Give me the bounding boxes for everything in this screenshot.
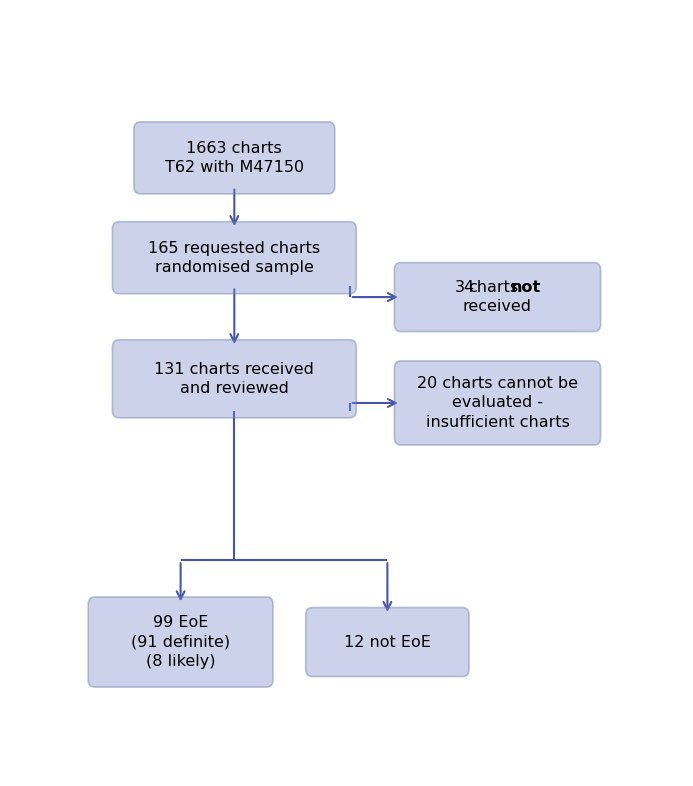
Text: (91 definite): (91 definite)	[131, 634, 230, 649]
FancyBboxPatch shape	[306, 608, 469, 677]
Text: 99 EoE: 99 EoE	[153, 615, 209, 630]
Text: 165 requested charts: 165 requested charts	[148, 241, 320, 255]
Text: insufficient charts: insufficient charts	[426, 415, 570, 430]
Text: charts: charts	[468, 280, 518, 295]
Text: and reviewed: and reviewed	[180, 381, 289, 396]
FancyBboxPatch shape	[112, 222, 356, 294]
Text: (8 likely): (8 likely)	[146, 654, 216, 669]
Text: 1663 charts: 1663 charts	[186, 141, 282, 156]
Text: 34: 34	[455, 280, 475, 295]
FancyBboxPatch shape	[88, 597, 273, 687]
FancyBboxPatch shape	[394, 361, 601, 445]
Text: T62 with M47150: T62 with M47150	[165, 160, 304, 175]
Text: randomised sample: randomised sample	[155, 260, 314, 275]
FancyBboxPatch shape	[394, 263, 601, 332]
FancyBboxPatch shape	[112, 340, 356, 418]
FancyBboxPatch shape	[134, 122, 335, 194]
Text: not: not	[510, 280, 541, 295]
Text: 131 charts received: 131 charts received	[155, 362, 314, 376]
Text: 12 not EoE: 12 not EoE	[344, 634, 431, 649]
Text: evaluated -: evaluated -	[452, 395, 543, 410]
Text: 20 charts cannot be: 20 charts cannot be	[417, 376, 578, 391]
Text: received: received	[463, 299, 532, 314]
